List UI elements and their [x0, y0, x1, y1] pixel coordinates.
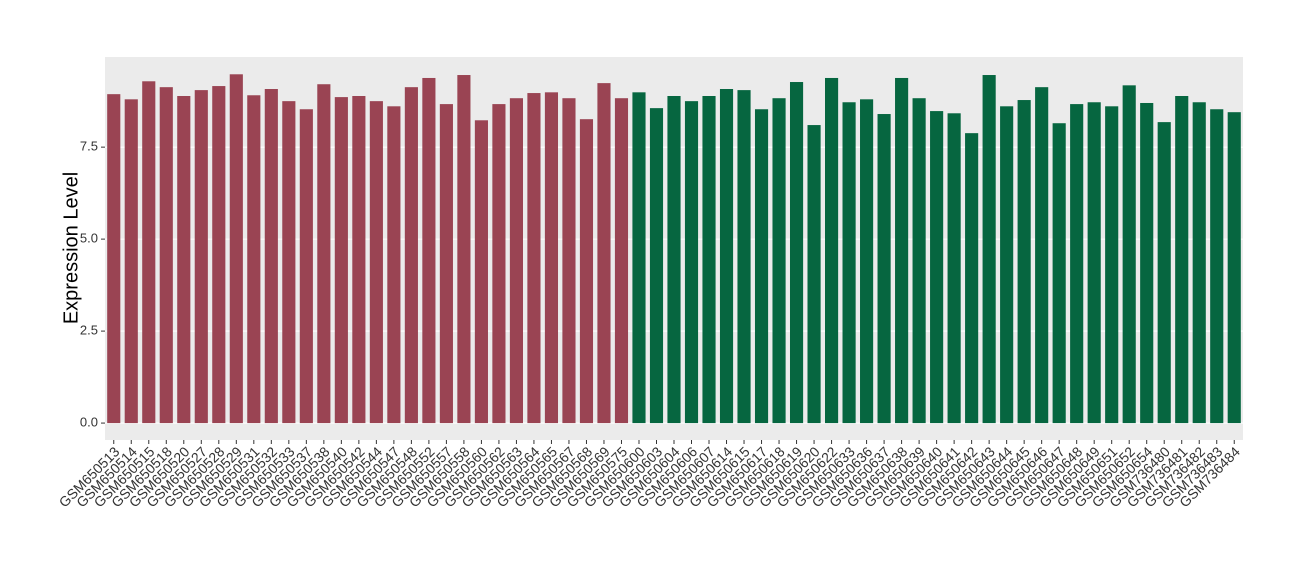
bar [860, 99, 874, 424]
bar [632, 92, 646, 424]
bar [194, 90, 208, 424]
bar [562, 98, 576, 424]
bar [544, 92, 559, 424]
bar [1140, 102, 1154, 424]
bar [247, 95, 261, 424]
bar [369, 101, 383, 424]
bar [527, 93, 541, 424]
bar [404, 87, 418, 424]
bar [1105, 106, 1119, 424]
bar [299, 109, 313, 424]
bar [1122, 85, 1136, 424]
bar [597, 83, 611, 424]
bar [1035, 87, 1049, 424]
bar [719, 89, 734, 424]
bar [1210, 109, 1224, 424]
bar [947, 113, 961, 424]
y-axis-title: Expression Level [60, 172, 82, 324]
bar [177, 95, 191, 424]
y-tick-label: 0.0 [80, 415, 98, 430]
bar [159, 87, 173, 424]
bar [912, 98, 926, 424]
bar [667, 95, 681, 424]
bar [737, 90, 751, 424]
bar [317, 84, 331, 424]
bar [895, 77, 909, 424]
y-tick-label: 2.5 [80, 323, 98, 338]
bar [702, 95, 716, 424]
bar [1227, 112, 1241, 424]
bar [474, 120, 488, 424]
bar [772, 98, 786, 424]
bar [142, 81, 156, 424]
bar [965, 133, 979, 424]
bar [684, 101, 699, 424]
bar [264, 89, 278, 424]
bar [1157, 122, 1171, 424]
bar [1000, 106, 1014, 424]
bar [789, 82, 804, 424]
bar [614, 98, 629, 424]
bar [579, 119, 594, 424]
bar [439, 104, 453, 424]
bar [1175, 95, 1189, 424]
bar [1052, 123, 1066, 424]
bar [457, 75, 471, 424]
bar [1087, 102, 1101, 424]
bar [1070, 104, 1084, 424]
bar [877, 114, 891, 424]
bar [1192, 102, 1206, 424]
bar [422, 77, 436, 424]
bar [124, 99, 138, 424]
y-tick-label: 5.0 [80, 231, 98, 246]
bar [1017, 100, 1031, 424]
bar [807, 125, 821, 424]
bar [282, 101, 296, 424]
bar [229, 74, 243, 424]
bar [107, 94, 121, 424]
bar [492, 104, 506, 424]
bar [754, 109, 769, 424]
bar [825, 77, 839, 424]
bar [334, 97, 348, 424]
bar [982, 75, 996, 424]
bar [930, 111, 944, 424]
bar [509, 98, 523, 424]
bar [352, 95, 366, 424]
bar [842, 102, 856, 424]
bar [649, 108, 664, 424]
bar [212, 86, 226, 424]
y-tick-label: 7.5 [80, 139, 98, 154]
bar [387, 106, 401, 424]
